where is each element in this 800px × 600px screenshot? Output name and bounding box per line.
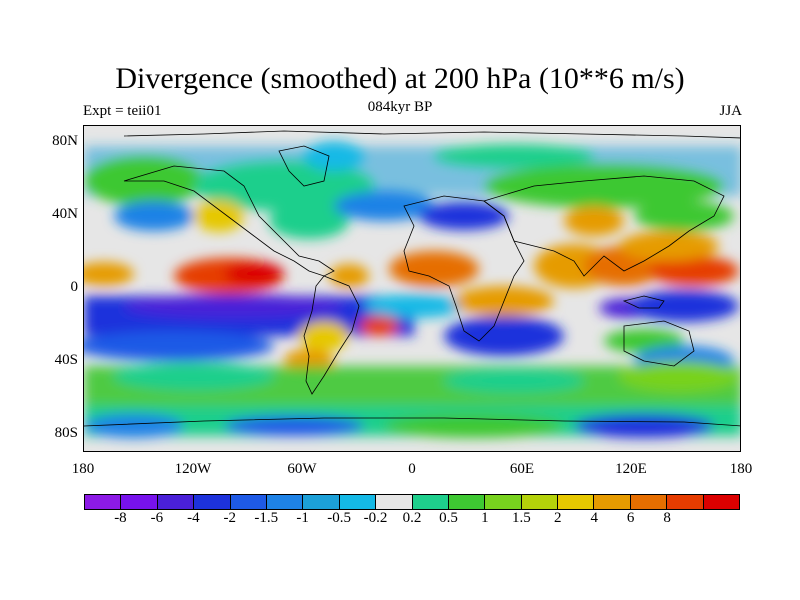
colorbar-label: -1.5 xyxy=(254,510,279,526)
colorbar-swatch xyxy=(230,495,267,509)
divergence-map xyxy=(83,125,741,452)
colorbar-swatch xyxy=(266,495,304,509)
colorbar-label: 0.5 xyxy=(439,510,458,526)
colorbar-swatch xyxy=(194,495,231,509)
lon-label-180e: 180 xyxy=(729,461,753,477)
colorbar-swatch xyxy=(485,495,522,509)
colorbar-swatch xyxy=(121,495,158,509)
colorbar-swatch xyxy=(521,495,559,509)
colorbar-label: 2 xyxy=(554,510,562,526)
colorbar-label: 1 xyxy=(481,510,489,526)
colorbar-label: 0.2 xyxy=(402,510,422,526)
colorbar xyxy=(84,494,740,510)
colorbar-label: -0.5 xyxy=(327,510,351,526)
colorbar-swatch xyxy=(667,495,704,509)
lon-label-180w: 180 xyxy=(71,461,95,477)
colorbar-label: 4 xyxy=(590,510,598,526)
lon-label-60e: 60E xyxy=(509,461,535,477)
colorbar-label: -0.2 xyxy=(363,510,388,526)
lon-label-120w: 120W xyxy=(174,461,212,477)
colorbar-swatch xyxy=(303,495,340,509)
lon-label-60w: 60W xyxy=(287,461,317,477)
colorbar-swatch xyxy=(412,495,449,509)
experiment-label: Expt = teii01 xyxy=(83,103,162,119)
colorbar-swatch xyxy=(157,495,195,509)
colorbar-label: 1.5 xyxy=(511,510,531,526)
colorbar-label: -2 xyxy=(223,510,237,526)
colorbar-swatch xyxy=(630,495,668,509)
colorbar-swatch xyxy=(85,495,122,509)
colorbar-swatch xyxy=(558,495,595,509)
lat-label-40n: 40N xyxy=(52,206,78,222)
divergence-field xyxy=(84,126,740,451)
lat-label-40s: 40S xyxy=(54,352,78,368)
colorbar-swatch xyxy=(339,495,377,509)
coastlines xyxy=(84,130,740,427)
colorbar-swatch xyxy=(376,495,413,509)
time-label: 084kyr BP xyxy=(367,99,433,115)
colorbar-label: -8 xyxy=(114,510,127,526)
colorbar-label: 8 xyxy=(663,510,671,526)
colorbar-label: 6 xyxy=(626,510,635,526)
lat-label-80n: 80N xyxy=(52,133,78,149)
colorbar-label: -1 xyxy=(296,510,309,526)
colorbar-label: -6 xyxy=(150,510,164,526)
season-label: JJA xyxy=(719,103,742,119)
lon-label-120e: 120E xyxy=(615,461,647,477)
colorbar-swatch xyxy=(448,495,486,509)
colorbar-label: -4 xyxy=(187,510,200,526)
lon-label-0: 0 xyxy=(408,461,416,477)
lat-label-eq: 0 xyxy=(70,279,79,295)
lat-label-80s: 80S xyxy=(54,425,78,441)
colorbar-swatch xyxy=(703,495,740,509)
colorbar-swatch xyxy=(594,495,631,509)
plot-title: Divergence (smoothed) at 200 hPa (10**6 … xyxy=(115,62,685,95)
